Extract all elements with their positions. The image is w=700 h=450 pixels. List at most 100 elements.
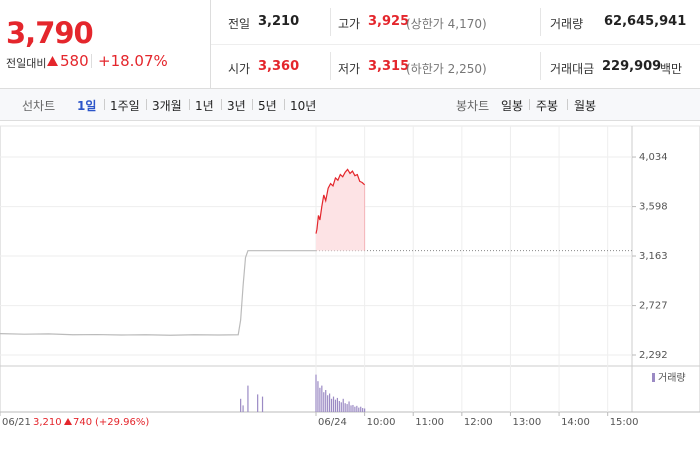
- stat-value: 3,925: [368, 14, 410, 29]
- volume-bar: [317, 381, 319, 412]
- volume-bar: [348, 401, 350, 412]
- x-tick-label: 11:00: [415, 417, 444, 428]
- stat-note: (상한가 4,170): [406, 17, 487, 31]
- x-tick-label: 10:00: [367, 417, 396, 428]
- tab-group-label: 봉차트: [456, 99, 490, 113]
- price-line: [315, 168, 366, 234]
- volume-bar: [338, 401, 340, 412]
- legend-swatch: [652, 373, 655, 382]
- y-tick-label: 2,292: [639, 350, 668, 361]
- tab[interactable]: 1년: [195, 99, 214, 113]
- sep: [540, 8, 541, 36]
- tab[interactable]: 월봉: [574, 99, 597, 113]
- volume-bar: [329, 393, 331, 412]
- x-tick-label: 13:00: [512, 417, 541, 428]
- volume-bar: [344, 403, 346, 412]
- volume-bar: [327, 395, 329, 412]
- tab[interactable]: 1일: [77, 99, 97, 113]
- volume-bar: [319, 387, 321, 412]
- sep: [330, 52, 331, 80]
- x-tick-label: 14:00: [561, 417, 590, 428]
- sep: [104, 99, 105, 110]
- volume-bar: [334, 399, 337, 412]
- stat-note: (하한가 2,250): [406, 62, 487, 76]
- y-tick-label: 3,163: [639, 251, 668, 262]
- tab[interactable]: 10년: [290, 99, 317, 113]
- volume-bar: [340, 402, 342, 412]
- volume-bar: [350, 405, 352, 412]
- stat-label: 전일: [228, 17, 251, 31]
- y-tick-label: 3,598: [639, 202, 668, 213]
- sep: [284, 99, 285, 110]
- volume-bar: [330, 398, 333, 412]
- tab[interactable]: 5년: [258, 99, 277, 113]
- sep: [252, 99, 253, 110]
- price: 3,790: [6, 16, 94, 50]
- tab[interactable]: 3개월: [152, 99, 182, 113]
- volume-bar: [323, 392, 325, 412]
- volume-bar: [240, 398, 242, 412]
- volume-bar: [247, 385, 249, 412]
- x-tick-label: 06/24: [318, 417, 347, 428]
- volume-bar: [261, 396, 264, 412]
- prev-close-label: 3,210: [33, 417, 62, 428]
- volume-bar: [336, 397, 338, 412]
- tab[interactable]: 3년: [227, 99, 246, 113]
- up-icon: [47, 56, 58, 66]
- volume-bar: [257, 394, 259, 412]
- stat-value: 229,909: [602, 59, 662, 74]
- tab[interactable]: 1주일: [110, 99, 140, 113]
- volume-bar: [321, 385, 323, 412]
- stat-unit: 백만: [660, 62, 683, 76]
- sep: [529, 99, 530, 110]
- volume-bar: [352, 404, 354, 412]
- row-line: [211, 44, 700, 45]
- sep: [221, 99, 222, 110]
- plot-frame: [0, 125, 700, 413]
- volume-bar: [364, 408, 366, 412]
- tab-group-label: 선차트: [22, 99, 56, 113]
- stat-value: 62,645,941: [604, 14, 687, 29]
- volume-bar: [315, 374, 317, 412]
- volume-bar: [332, 396, 335, 412]
- stat-label: 거래량: [550, 17, 584, 31]
- volume-bar: [342, 398, 344, 412]
- volume-bar: [360, 406, 362, 412]
- volume-bar: [358, 407, 360, 412]
- sep: [146, 99, 147, 110]
- stat-label: 저가: [338, 62, 361, 76]
- legend-label: 거래량: [658, 372, 686, 384]
- tab-bar: 선차트 1일 1주일 3개월 1년 3년 5년 10년 봉차트 일봉 주봉 월봉: [0, 88, 700, 121]
- prev-pct-label: (+29.96%): [95, 417, 149, 428]
- stat-value: 3,315: [368, 59, 410, 74]
- volume-bar: [356, 405, 358, 412]
- sep: [91, 54, 92, 68]
- change: 580: [60, 52, 89, 70]
- x-tick-label: 15:00: [610, 417, 639, 428]
- x-tick-label: 06/21: [2, 417, 31, 428]
- stat-value: 3,360: [258, 59, 300, 74]
- stat-value: 3,210: [258, 14, 300, 29]
- up-icon: [64, 418, 72, 425]
- tab[interactable]: 일봉: [501, 99, 524, 113]
- stat-label: 거래대금: [550, 62, 595, 76]
- change-pct: +18.07%: [98, 52, 168, 70]
- sep: [540, 52, 541, 80]
- y-tick-label: 4,034: [639, 152, 668, 163]
- change-label: 전일대비: [6, 57, 47, 70]
- volume-bar: [242, 405, 244, 412]
- sep: [330, 8, 331, 36]
- tab[interactable]: 주봉: [536, 99, 559, 113]
- volume-bar: [362, 408, 364, 412]
- stat-label: 시가: [228, 62, 251, 76]
- price-panel: 3,790 전일대비 580 +18.07%: [0, 0, 211, 88]
- price-area: [316, 169, 365, 251]
- volume-bar: [346, 404, 348, 412]
- x-tick-label: 12:00: [464, 417, 493, 428]
- stat-label: 고가: [338, 17, 361, 31]
- volume-bar: [354, 406, 356, 412]
- sep: [567, 99, 568, 110]
- price-line: [0, 250, 316, 336]
